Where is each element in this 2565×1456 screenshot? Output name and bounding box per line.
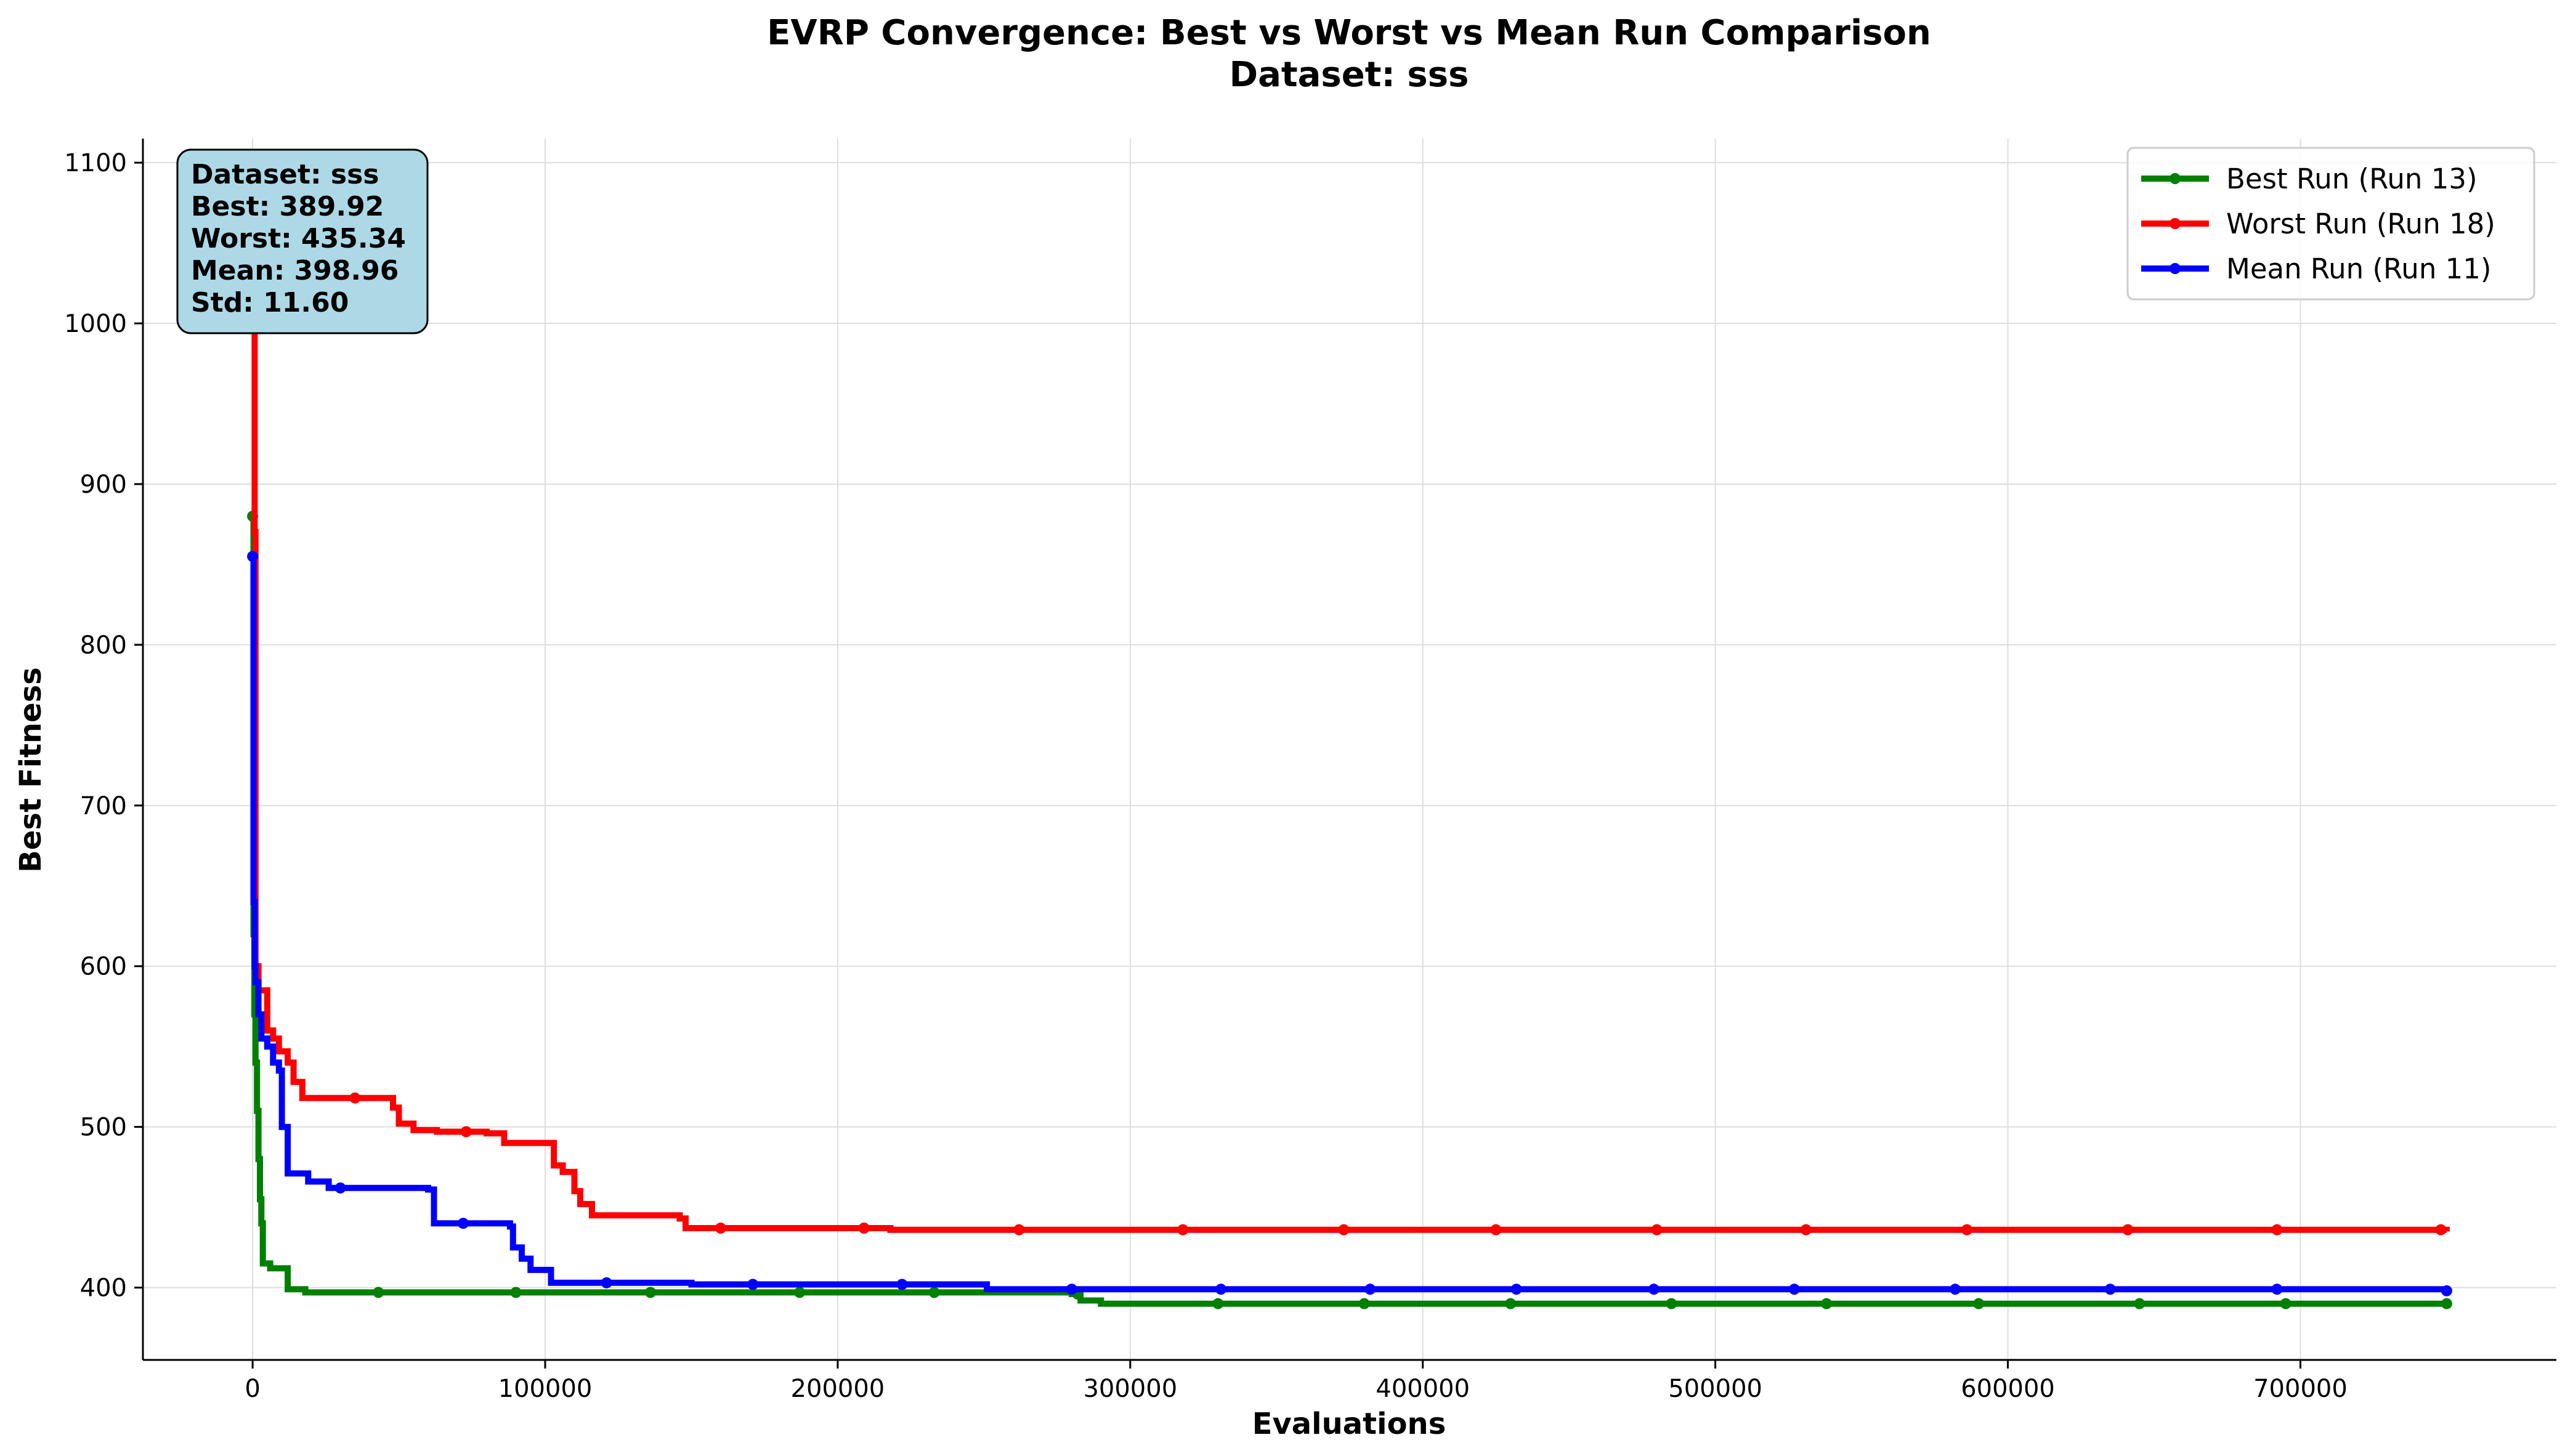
legend-label-worst: Worst Run (Run 18): [2226, 208, 2495, 240]
series-marker: [1364, 1284, 1376, 1295]
series-marker: [2280, 1298, 2291, 1309]
series-marker: [2134, 1298, 2146, 1309]
series-marker: [510, 1287, 522, 1298]
series-marker: [1648, 1284, 1659, 1295]
legend-frame: [2126, 147, 2535, 301]
series-marker: [458, 1218, 469, 1229]
legend-marker-worst: [2170, 218, 2181, 229]
series-1: [247, 173, 2450, 1236]
x-tick-label: 600000: [1961, 1375, 2055, 1403]
series-marker: [715, 1223, 726, 1234]
y-tick-label: 1100: [64, 149, 127, 177]
series-marker: [896, 1279, 908, 1290]
series-marker: [2104, 1284, 2116, 1295]
series-marker: [747, 1279, 759, 1290]
series-marker: [1651, 1224, 1663, 1236]
x-axis-label: Evaluations: [1252, 1407, 1446, 1441]
x-tick-label: 400000: [1376, 1375, 1470, 1403]
series-marker: [334, 1182, 346, 1194]
x-tick-label: 700000: [2253, 1375, 2348, 1403]
y-tick-label: 900: [80, 471, 127, 499]
series-marker: [1490, 1224, 1502, 1236]
series-marker: [2441, 1298, 2452, 1309]
y-axis-label: Best Fitness: [14, 667, 48, 872]
series-2: [247, 551, 2452, 1296]
series-marker: [1215, 1284, 1227, 1295]
series-marker: [644, 1287, 656, 1298]
stats-line-std: Std: 11.60: [191, 287, 349, 318]
series-marker: [1800, 1224, 1812, 1236]
series-marker: [601, 1277, 612, 1288]
legend-label-best: Best Run (Run 13): [2226, 163, 2478, 195]
series-marker: [1950, 1284, 1961, 1295]
y-tick-label: 800: [80, 631, 127, 660]
stats-line-mean: Mean: 398.96: [191, 255, 399, 286]
series-marker: [2271, 1224, 2283, 1236]
series-marker: [2271, 1284, 2283, 1295]
series-marker: [1066, 1284, 1077, 1295]
x-tick-label: 100000: [498, 1375, 593, 1403]
series-marker: [247, 551, 259, 562]
axes: [134, 139, 2556, 1369]
legend: Best Run (Run 13) Worst Run (Run 18) Mea…: [2126, 147, 2535, 301]
stats-line-dataset: Dataset: sss: [191, 159, 379, 190]
series-marker: [1961, 1224, 1973, 1236]
x-tick-label: 0: [245, 1375, 260, 1403]
series-marker: [1212, 1298, 1224, 1309]
series-marker: [858, 1223, 870, 1234]
y-tick-label: 1000: [64, 310, 127, 338]
legend-marker-mean: [2170, 263, 2181, 274]
series-marker: [1013, 1224, 1025, 1236]
x-tick-label: 300000: [1083, 1375, 1177, 1403]
y-tick-label: 500: [80, 1114, 127, 1142]
series-marker: [1666, 1298, 1677, 1309]
stats-box: Dataset: sss Best: 389.92 Worst: 435.34 …: [176, 148, 429, 334]
series-marker: [1338, 1224, 1350, 1236]
stats-box-background: [176, 148, 429, 334]
legend-label-mean: Mean Run (Run 11): [2226, 253, 2491, 285]
series-marker: [349, 1092, 361, 1104]
series-marker: [1821, 1298, 1833, 1309]
chart-title: EVRP Convergence: Best vs Worst vs Mean …: [767, 13, 1931, 53]
y-tick-label: 600: [80, 953, 127, 981]
series-marker: [1358, 1298, 1370, 1309]
series-marker: [1788, 1284, 1800, 1295]
stats-line-worst: Worst: 435.34: [191, 223, 406, 254]
series-marker: [928, 1287, 940, 1298]
series-marker: [2435, 1224, 2447, 1236]
y-tick-label: 700: [80, 792, 127, 820]
series-marker: [373, 1287, 384, 1298]
series-line: [250, 176, 2450, 1233]
tick-labels: 0 100000 200000 300000 400000 500000 600000 700…: [64, 149, 2348, 1403]
series-marker: [2441, 1285, 2452, 1296]
x-tick-label: 500000: [1668, 1375, 1762, 1403]
stats-line-best: Best: 389.92: [191, 191, 384, 222]
series-marker: [2122, 1224, 2134, 1236]
series-marker: [1505, 1298, 1517, 1309]
series-marker: [1973, 1298, 1985, 1309]
series-layer: [247, 173, 2452, 1309]
series-marker: [794, 1287, 806, 1298]
series-line: [250, 513, 2447, 1307]
series-marker: [460, 1126, 472, 1138]
chart-subtitle: Dataset: sss: [1230, 55, 1469, 95]
series-marker: [1510, 1284, 1522, 1295]
y-tick-label: 400: [80, 1274, 127, 1303]
x-tick-label: 200000: [791, 1375, 885, 1403]
grid-lines: [143, 139, 2556, 1360]
legend-marker-best: [2170, 173, 2181, 184]
series-marker: [1177, 1224, 1189, 1236]
series-line: [250, 553, 2450, 1293]
